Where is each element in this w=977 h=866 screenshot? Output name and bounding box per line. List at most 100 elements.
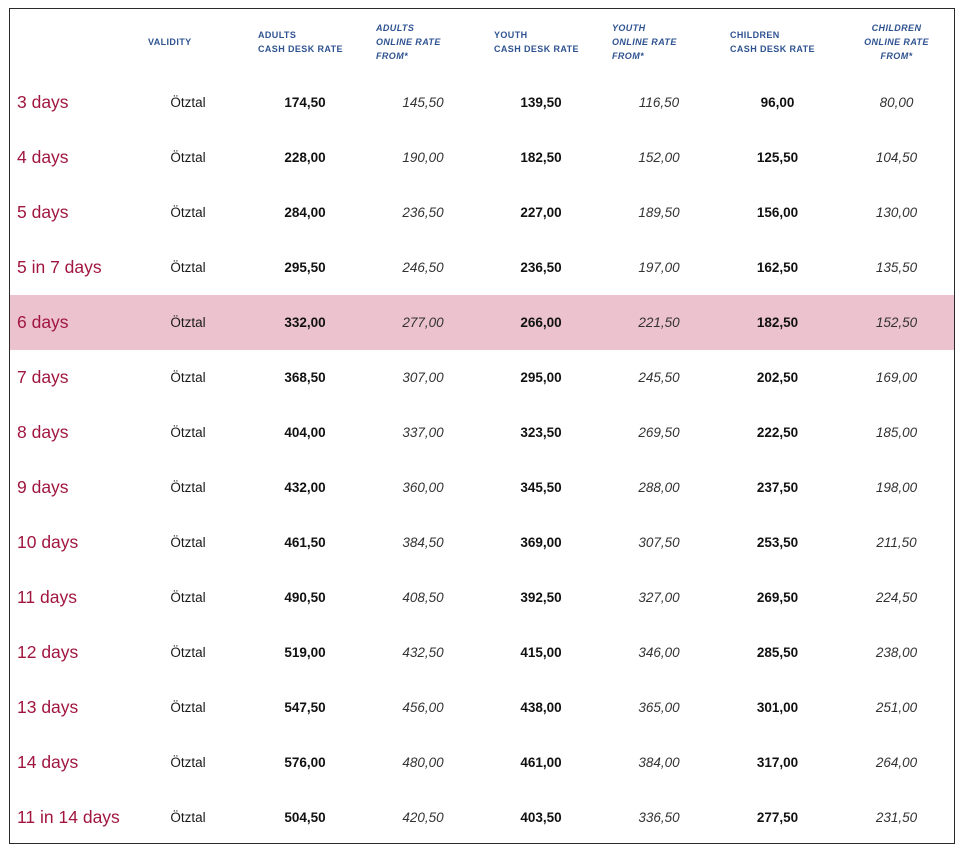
duration-cell: 3 days: [17, 92, 69, 112]
validity-cell: Ötztal: [170, 425, 206, 440]
children-cash-rate: 202,50: [756, 370, 799, 385]
header-children-cash: CHILDREN CASH DESK RATE: [718, 9, 837, 75]
youth-cash-rate: 415,00: [520, 645, 562, 660]
header-children-cash-line2: CASH DESK RATE: [730, 44, 815, 54]
header-adults-online-line2: ONLINE RATE: [376, 37, 441, 47]
children-cash-rate: 301,00: [756, 700, 799, 715]
adults-online-rate: 307,00: [402, 370, 444, 385]
table-row: 9 days Ötztal 432,00 360,00 345,50 288,00 237,…: [10, 460, 954, 515]
duration-cell: 11 days: [17, 587, 77, 607]
youth-cash-rate: 295,00: [520, 370, 562, 385]
youth-online-rate: 327,00: [638, 590, 680, 605]
children-online-rate: 80,00: [879, 95, 914, 110]
validity-cell: Ötztal: [170, 260, 206, 275]
adults-online-rate: 384,50: [402, 535, 444, 550]
adults-online-rate: 408,50: [402, 590, 444, 605]
table-body: 3 days Ötztal 174,50 145,50 139,50 116,50 96,0…: [10, 75, 954, 843]
youth-online-rate: 269,50: [638, 425, 680, 440]
duration-cell: 4 days: [17, 147, 69, 167]
table-row: 14 days Ötztal 576,00 480,00 461,00 384,00 317…: [10, 735, 954, 790]
children-online-rate: 185,00: [875, 425, 918, 440]
header-adults-cash-line2: CASH DESK RATE: [258, 44, 343, 54]
youth-cash-rate: 139,50: [520, 95, 562, 110]
children-cash-rate: 125,50: [756, 150, 799, 165]
children-online-rate: 211,50: [876, 535, 917, 550]
validity-cell: Ötztal: [170, 700, 206, 715]
header-adults-cash-line1: ADULTS: [258, 30, 297, 40]
table-row: 11 in 14 days Ötztal 504,50 420,50 403,50 336…: [10, 790, 954, 843]
children-cash-rate: 269,50: [756, 590, 799, 605]
children-cash-rate: 277,50: [756, 810, 799, 825]
youth-online-rate: 336,50: [638, 810, 680, 825]
children-cash-rate: 285,50: [756, 645, 799, 660]
children-online-rate: 231,50: [875, 810, 918, 825]
validity-cell: Ötztal: [170, 370, 206, 385]
table-row: 3 days Ötztal 174,50 145,50 139,50 116,50 96,0…: [10, 75, 954, 130]
youth-cash-rate: 345,50: [520, 480, 562, 495]
adults-cash-rate: 368,50: [284, 370, 326, 385]
adults-online-rate: 360,00: [402, 480, 444, 495]
children-cash-rate: 162,50: [756, 260, 799, 275]
table-row: 4 days Ötztal 228,00 190,00 182,50 152,00 125,…: [10, 130, 954, 185]
youth-online-rate: 245,50: [638, 370, 680, 385]
table-row: 6 days Ötztal 332,00 277,00 266,00 221,50 182,…: [10, 295, 954, 350]
header-youth-cash-line2: CASH DESK RATE: [494, 44, 579, 54]
children-online-rate: 251,00: [875, 700, 918, 715]
table-row: 13 days Ötztal 547,50 456,00 438,00 365,00 301…: [10, 680, 954, 735]
adults-online-rate: 456,00: [402, 700, 444, 715]
youth-online-rate: 365,00: [638, 700, 680, 715]
adults-cash-rate: 547,50: [284, 700, 326, 715]
duration-cell: 11 in 14 days: [17, 807, 120, 827]
duration-cell: 5 days: [17, 202, 69, 222]
validity-cell: Ötztal: [136, 295, 246, 350]
header-children-online: CHILDREN ONLINE RATE FROM*: [837, 9, 954, 75]
adults-cash-rate: 228,00: [284, 150, 326, 165]
adults-online-rate: 145,50: [402, 95, 444, 110]
youth-online-rate: 116,50: [638, 95, 680, 110]
youth-cash-rate: 438,00: [520, 700, 562, 715]
table-row: 11 days Ötztal 490,50 408,50 392,50 327,00 269…: [10, 570, 954, 625]
validity-cell: Ötztal: [170, 480, 206, 495]
children-online-rate: 135,50: [875, 260, 918, 275]
header-youth-online: YOUTH ONLINE RATE FROM*: [600, 9, 718, 75]
price-table-frame: VALIDITY ADULTS CASH DESK RATE ADULTS ON…: [9, 8, 955, 844]
duration-cell: 13 days: [17, 697, 79, 717]
children-cash-rate: 156,00: [756, 205, 799, 220]
table-row: 5 days Ötztal 284,00 236,50 227,00 189,50 156,…: [10, 185, 954, 240]
adults-online-rate: 432,50: [402, 645, 444, 660]
validity-cell: Ötztal: [170, 645, 206, 660]
adults-cash-rate: 576,00: [284, 755, 326, 770]
validity-cell: Ötztal: [170, 205, 206, 220]
header-youth-cash: YOUTH CASH DESK RATE: [482, 9, 600, 75]
header-children-online-line3: FROM*: [880, 51, 913, 61]
youth-online-rate: 221,50: [600, 295, 718, 350]
adults-online-rate: 246,50: [402, 260, 444, 275]
adults-online-rate: 277,00: [364, 295, 482, 350]
youth-online-rate: 152,00: [638, 150, 680, 165]
header-validity: VALIDITY: [136, 9, 246, 75]
children-online-rate: 130,00: [875, 205, 918, 220]
adults-cash-rate: 490,50: [284, 590, 326, 605]
children-online-rate: 238,00: [875, 645, 918, 660]
youth-cash-rate: 461,00: [520, 755, 562, 770]
duration-cell: 9 days: [17, 477, 69, 497]
children-online-rate: 152,50: [837, 295, 954, 350]
children-cash-rate: 222,50: [756, 425, 799, 440]
header-youth-cash-line1: YOUTH: [494, 30, 528, 40]
children-cash-rate: 253,50: [756, 535, 799, 550]
duration-cell: 10 days: [17, 532, 79, 552]
youth-cash-rate: 236,50: [520, 260, 562, 275]
youth-online-rate: 384,00: [638, 755, 680, 770]
youth-online-rate: 189,50: [638, 205, 680, 220]
validity-cell: Ötztal: [170, 755, 206, 770]
header-youth-online-line2: ONLINE RATE: [612, 37, 677, 47]
table-row: 7 days Ötztal 368,50 307,00 295,00 245,50 202,…: [10, 350, 954, 405]
adults-cash-rate: 284,00: [284, 205, 326, 220]
children-cash-rate: 182,50: [718, 295, 837, 350]
youth-online-rate: 307,50: [638, 535, 680, 550]
header-children-online-line1: CHILDREN: [871, 23, 922, 33]
header-children-cash-line1: CHILDREN: [730, 30, 780, 40]
youth-cash-rate: 403,50: [520, 810, 562, 825]
adults-online-rate: 236,50: [402, 205, 444, 220]
adults-cash-rate: 504,50: [284, 810, 326, 825]
